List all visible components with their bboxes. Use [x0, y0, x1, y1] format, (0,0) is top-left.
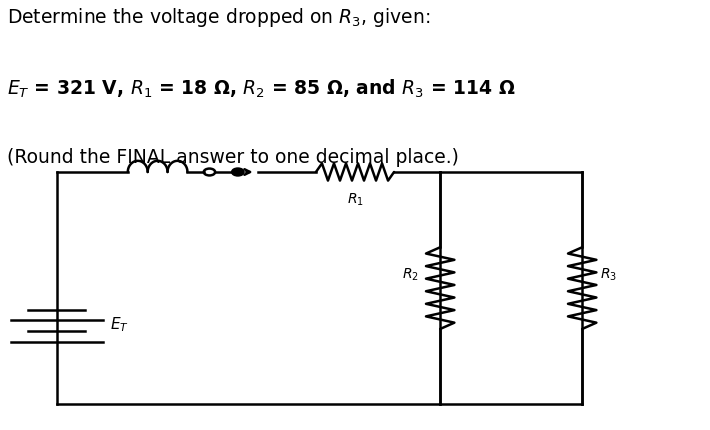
Text: $R_1$: $R_1$: [346, 191, 364, 208]
Text: $R_3$: $R_3$: [600, 267, 617, 283]
Circle shape: [232, 169, 244, 175]
Text: $E_T$: $E_T$: [110, 315, 129, 334]
Text: (Round the FINAL answer to one decimal place.): (Round the FINAL answer to one decimal p…: [7, 148, 459, 167]
Text: Determine the voltage dropped on $R_3$, given:: Determine the voltage dropped on $R_3$, …: [7, 6, 430, 29]
Text: $R_2$: $R_2$: [402, 267, 419, 283]
Text: $E_T$ = 321 V, $R_1$ = 18 Ω, $R_2$ = 85 Ω, and $R_3$ = 114 Ω: $E_T$ = 321 V, $R_1$ = 18 Ω, $R_2$ = 85 …: [7, 77, 515, 100]
